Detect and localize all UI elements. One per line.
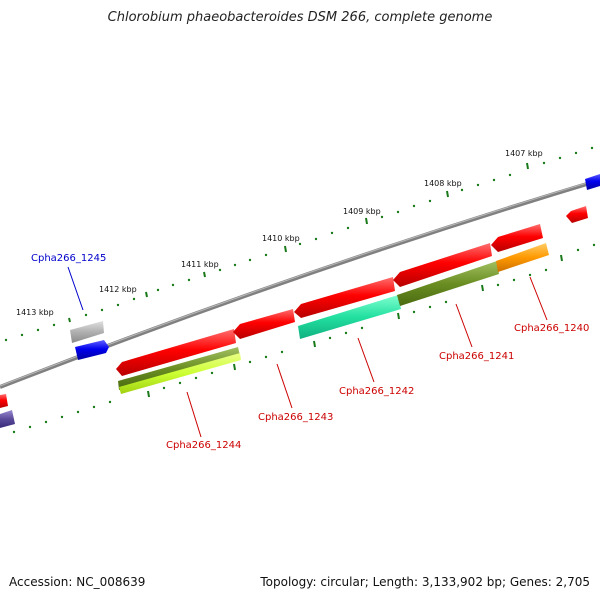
leader-line-cpha266-1244 [186,391,202,438]
gene-arrow-cpha266-1241[interactable] [393,243,492,287]
ruler-label-1412: 1412 kbp [99,285,137,294]
map-title: Chlorobium phaeobacteroides DSM 266, com… [107,10,493,25]
leader-line-cpha266-1242 [357,337,375,383]
leader-line-cpha266-1243 [276,363,293,409]
gene-arrow-reverse-left[interactable] [0,394,8,408]
gene-arrow-forward-edge[interactable] [585,174,600,190]
gene-arrow-cpha266-1243[interactable] [233,309,295,339]
gene-label-cpha266-1242[interactable]: Cpha266_1242 [339,386,414,397]
gene-label-cpha266-1244[interactable]: Cpha266_1244 [166,440,241,451]
cog-bar-purple-edge [0,410,15,428]
topology-text: Topology: circular; Length: 3,133,902 bp… [260,575,590,589]
gene-label-cpha266-1241[interactable]: Cpha266_1241 [439,351,514,362]
gene-arrow-cpha266-1240[interactable] [491,224,543,252]
leader-line-cpha266-1241 [455,303,473,348]
leader-line-cpha266-1240 [529,276,548,321]
gene-label-cpha266-1245[interactable]: Cpha266_1245 [31,253,106,264]
gene-arrow-cpha266-1245[interactable] [75,340,109,360]
gene-label-cpha266-1243[interactable]: Cpha266_1243 [258,412,333,423]
ruler-label-1413: 1413 kbp [16,308,54,317]
ruler-label-1408: 1408 kbp [424,179,462,188]
gene-arrow-cpha266-1244[interactable] [116,329,236,376]
leader-line-cpha266-1245 [67,266,84,311]
gene-arrow-reverse-edge[interactable] [566,206,588,223]
gene-arrow-cpha266-1242[interactable] [294,277,395,318]
accession-text: Accession: NC_008639 [9,575,146,589]
gene-arrow-rna-gray[interactable] [70,321,104,343]
gene-label-cpha266-1240[interactable]: Cpha266_1240 [514,323,589,334]
cog-bar-orange-1240 [496,243,549,272]
cog-bar-olive-1241 [397,261,499,306]
ruler-label-1409: 1409 kbp [343,207,381,216]
ruler-label-1410: 1410 kbp [262,234,300,243]
ruler-label-1411: 1411 kbp [181,260,219,269]
outer-ruler-ticks [4,146,594,342]
cog-bar-teal-1242 [298,295,401,339]
inner-ruler-ticks [12,243,596,434]
ruler-label-1407: 1407 kbp [505,149,543,158]
cog-bar-lime-1244 [119,353,241,394]
